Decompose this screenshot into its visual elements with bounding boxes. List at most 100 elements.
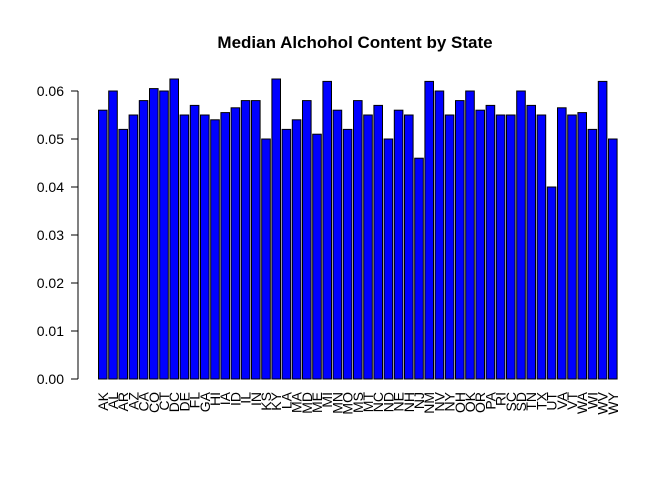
x-tick-label: ND	[380, 392, 396, 412]
bar-nc	[373, 104, 383, 380]
x-tick-label: NE	[391, 392, 407, 411]
bar-co	[149, 88, 159, 380]
bar-ok	[465, 90, 475, 380]
bar-va	[557, 107, 567, 380]
bar-sc	[506, 114, 516, 380]
x-tick-label: SD	[513, 392, 529, 411]
bar-ia	[220, 112, 230, 380]
x-tick-label: OK	[462, 391, 478, 412]
bar-wv	[597, 80, 608, 380]
y-tick-label: 0.06	[37, 83, 64, 99]
y-tick-label: 0.04	[37, 179, 64, 195]
bar-ny	[444, 114, 455, 380]
x-tick-label: MS	[350, 392, 366, 413]
bar-ma	[291, 119, 302, 380]
bar-pa	[485, 104, 496, 380]
x-tick-label: DE	[176, 392, 192, 411]
x-tick-label: HI	[207, 392, 223, 406]
x-tick-label: DC	[166, 392, 182, 412]
bar-ga	[200, 114, 210, 380]
bar-tn	[526, 104, 537, 380]
x-tick-label: IL	[238, 392, 254, 404]
bar-ct	[159, 90, 169, 380]
x-tick-label: VT	[564, 392, 580, 410]
x-tick-label: MN	[329, 392, 345, 414]
bar-ms	[353, 100, 363, 380]
x-tick-label: WV	[595, 391, 611, 414]
x-tick-label: MO	[340, 392, 356, 415]
x-tick-label: OR	[472, 392, 488, 413]
bar-ut	[546, 186, 557, 380]
bar-nm	[424, 80, 434, 380]
bar-oh	[455, 100, 465, 380]
bar-or	[475, 109, 485, 380]
y-tick-label: 0.00	[37, 371, 64, 387]
x-axis-labels: AKALARAZCACOCTDCDEFLGAHIIAIDILINKSKYLAMA…	[95, 391, 621, 414]
x-tick-label: AK	[95, 391, 111, 410]
bars	[98, 78, 618, 380]
bar-md	[302, 100, 312, 380]
bar-id	[230, 107, 241, 380]
x-tick-label: SC	[503, 392, 519, 411]
x-tick-label: NM	[421, 392, 437, 414]
bar-tx	[536, 114, 547, 380]
bar-mi	[322, 80, 332, 380]
y-tick-label: 0.03	[37, 227, 64, 243]
x-tick-label: PA	[482, 391, 498, 409]
x-tick-label: ME	[309, 392, 325, 413]
bar-nd	[383, 138, 394, 380]
x-tick-label: UT	[544, 392, 560, 411]
x-tick-label: WI	[584, 392, 600, 409]
x-tick-label: MA	[289, 391, 305, 413]
x-tick-label: OH	[452, 392, 468, 413]
bar-mt	[363, 114, 373, 380]
bar-vt	[567, 114, 577, 380]
x-tick-label: NC	[370, 392, 386, 412]
x-tick-label: NH	[401, 392, 417, 412]
bar-wy	[608, 138, 618, 380]
bar-mo	[342, 128, 353, 380]
x-tick-label: VA	[554, 391, 570, 409]
bar-wa	[577, 112, 588, 380]
bar-dc	[169, 78, 179, 380]
x-tick-label: KS	[258, 392, 274, 411]
bar-ne	[393, 109, 404, 380]
x-tick-label: MI	[319, 392, 335, 408]
bar-ca	[138, 100, 149, 380]
y-tick-label: 0.05	[37, 131, 64, 147]
x-tick-label: NV	[431, 391, 447, 411]
y-axis: 0.00 0.01 0.02 0.03 0.04 0.05 0.06	[37, 83, 79, 387]
chart-title: Median Alchohol Content by State	[217, 33, 492, 52]
bar-ks	[261, 138, 271, 380]
x-tick-label: MT	[360, 392, 376, 413]
bar-az	[128, 114, 139, 380]
x-tick-label: AZ	[125, 392, 141, 410]
x-tick-label: LA	[278, 391, 294, 409]
bar-mn	[332, 109, 343, 380]
x-tick-label: NJ	[411, 392, 427, 409]
bar-me	[312, 133, 322, 380]
x-tick-label: IA	[217, 391, 233, 405]
x-tick-label: FL	[187, 392, 203, 409]
y-tick-label: 0.01	[37, 323, 64, 339]
bar-fl	[189, 104, 200, 380]
bar-ar	[118, 128, 129, 380]
bar-sd	[516, 90, 526, 380]
bar-la	[281, 128, 292, 380]
bar-al	[108, 90, 118, 380]
x-tick-label: ID	[227, 392, 243, 406]
x-tick-label: CT	[156, 392, 172, 411]
x-tick-label: KY	[268, 391, 284, 410]
x-tick-label: NY	[442, 391, 458, 411]
x-tick-label: AL	[105, 392, 121, 409]
bar-il	[240, 100, 251, 380]
x-tick-label: CO	[146, 392, 162, 413]
x-tick-label: IN	[248, 392, 264, 406]
bar-ri	[495, 114, 506, 380]
bar-de	[179, 114, 190, 380]
bar-ak	[98, 109, 108, 380]
bar-wi	[587, 128, 598, 380]
x-tick-label: WY	[605, 391, 621, 414]
x-tick-label: TN	[523, 392, 539, 411]
